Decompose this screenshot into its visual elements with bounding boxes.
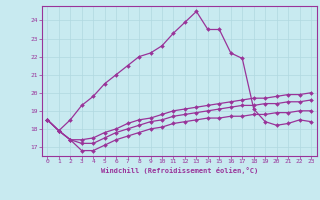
X-axis label: Windchill (Refroidissement éolien,°C): Windchill (Refroidissement éolien,°C) — [100, 167, 258, 174]
